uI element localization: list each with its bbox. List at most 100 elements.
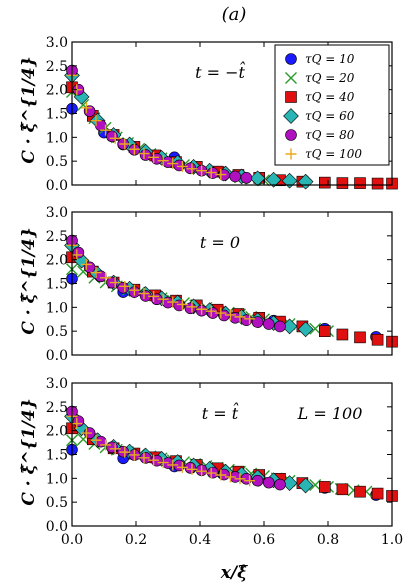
legend-box — [274, 44, 390, 166]
data-point — [186, 163, 198, 175]
data-point — [109, 443, 121, 455]
y-tick-label: 2.5 — [46, 59, 68, 75]
data-point — [249, 170, 266, 187]
x-tick-label: 0.0 — [61, 532, 83, 548]
y-tick-label: 3.0 — [46, 205, 68, 221]
y-axis-label: C · ξ̂^{1/4} — [19, 398, 39, 505]
data-point — [167, 296, 179, 308]
data-point — [138, 452, 150, 464]
data-point — [167, 158, 179, 170]
data-point — [354, 331, 366, 344]
data-point — [371, 487, 384, 500]
data-point — [371, 333, 384, 346]
legend-marker — [285, 91, 297, 103]
legend-marker — [283, 108, 299, 124]
y-tick-label: 1.5 — [46, 448, 68, 464]
data-point — [274, 320, 286, 333]
series-2 — [66, 251, 398, 348]
y-tick-label: 0.0 — [46, 519, 68, 535]
data-points — [64, 405, 398, 502]
panel-annotation: t = −t̂ — [195, 62, 245, 82]
legend-label: τQ = 40 — [305, 90, 355, 104]
series-3 — [64, 237, 314, 338]
data-point — [90, 434, 102, 446]
data-point — [100, 124, 112, 136]
y-tick-label: 1.0 — [46, 471, 68, 487]
y-axis-label: C · ξ̂^{1/4} — [19, 227, 39, 334]
data-point — [224, 309, 236, 321]
y-tick-label: 3.0 — [46, 35, 68, 51]
data-point — [262, 476, 275, 489]
data-point — [80, 258, 92, 270]
data-point — [148, 290, 160, 302]
y-tick-label: 0.5 — [46, 154, 68, 170]
data-point — [309, 322, 322, 335]
data-point — [128, 449, 140, 461]
data-point — [157, 155, 169, 167]
y-tick-label: 0.5 — [46, 495, 68, 511]
data-point — [244, 475, 256, 487]
y-tick-label: 2.0 — [46, 83, 68, 99]
series-2 — [66, 422, 398, 502]
data-point — [186, 301, 198, 313]
data-point — [90, 115, 102, 127]
y-tick-label: 2.0 — [46, 424, 68, 440]
data-point — [176, 298, 188, 310]
panel-annotation-2: L = 100 — [297, 404, 363, 423]
x-tick-label: 1.0 — [381, 532, 403, 548]
series-5 — [66, 69, 227, 181]
x-tick-label: 0.8 — [317, 532, 339, 548]
data-point — [262, 318, 275, 330]
data-point — [119, 280, 131, 292]
data-point — [117, 281, 129, 294]
legend-label: τQ = 60 — [305, 109, 355, 123]
data-point — [138, 148, 150, 160]
y-tick-label: 1.0 — [46, 300, 68, 316]
y-tick-label: 1.5 — [46, 277, 68, 293]
y-tick-label: 2.0 — [46, 253, 68, 269]
data-point — [100, 272, 112, 284]
data-point — [162, 156, 174, 168]
data-point — [297, 477, 314, 494]
legend-marker — [285, 129, 297, 141]
legend-marker — [285, 72, 297, 84]
data-point — [148, 454, 160, 466]
data-point — [336, 177, 349, 189]
data-point — [354, 177, 366, 189]
panel-middle: 0.0 0.5 1.0 1.5 2.0 2.5 3.0 t = 0 — [46, 205, 398, 364]
data-point — [80, 427, 92, 439]
data-point — [224, 471, 236, 483]
data-point — [139, 149, 152, 161]
data-point — [157, 293, 169, 305]
data-point — [309, 479, 322, 492]
data-point — [90, 267, 102, 279]
x-tick-label: 0.2 — [125, 532, 147, 548]
data-point — [265, 171, 282, 188]
y-tick-label: 0.0 — [46, 178, 68, 194]
data-point — [336, 483, 349, 496]
legend-label: τQ = 10 — [305, 52, 355, 66]
data-point — [72, 246, 85, 259]
y-tick-label: 0.5 — [46, 324, 68, 340]
y-tick-label: 1.0 — [46, 130, 68, 146]
y-axis-label-middle: C · ξ̂^{1/4} — [19, 227, 39, 334]
data-point — [95, 119, 107, 132]
legend: τQ = 10 τQ = 20 τQ = 40 τQ = 60 τQ = 80 τQ = … — [274, 44, 390, 166]
data-point — [157, 457, 169, 469]
data-point — [371, 177, 384, 190]
data-point — [244, 313, 256, 325]
data-point — [186, 463, 198, 475]
data-point — [234, 473, 246, 485]
data-point — [167, 459, 179, 471]
data-point — [109, 277, 121, 289]
data-point — [80, 102, 92, 114]
panel-bottom: 0.0 0.5 1.0 1.5 2.0 2.5 3.0 0.0 0.2 0.4 0.6 0.8 1.0 t… — [46, 376, 403, 548]
y-axis-label: C · ξ̂^{1/4} — [19, 56, 39, 163]
data-point — [128, 284, 140, 296]
data-point — [128, 143, 140, 155]
y-tick-label: 2.5 — [46, 400, 68, 416]
x-tick-label: 0.4 — [189, 532, 211, 548]
data-point — [336, 328, 349, 341]
